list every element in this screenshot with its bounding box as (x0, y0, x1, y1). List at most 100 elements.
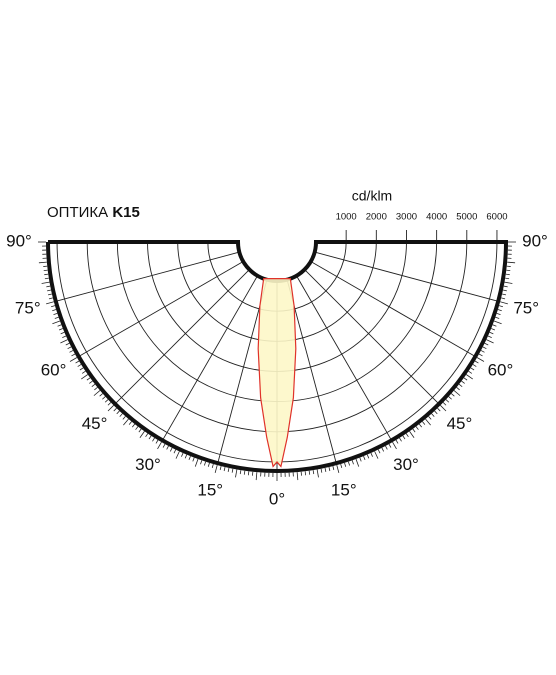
title-bold: K15 (112, 204, 140, 221)
arc-minor-tick (495, 316, 500, 319)
arc-minor-tick (214, 465, 218, 473)
arc-minor-tick (69, 357, 78, 362)
arc-minor-tick (405, 433, 409, 438)
arc-minor-tick (437, 407, 441, 412)
arc-minor-tick (173, 449, 177, 454)
arc-minor-tick (496, 313, 501, 315)
arc-minor-tick (122, 416, 126, 420)
arc-minor-tick (71, 353, 76, 357)
arc-minor-tick (54, 316, 59, 319)
r-tick-label: 4000 (426, 212, 447, 223)
arc-minor-tick (223, 466, 226, 472)
arc-minor-tick (148, 435, 152, 440)
arc-minor-tick (102, 396, 106, 400)
angle-tick-label: 75° (513, 298, 539, 317)
arc-minor-tick (328, 466, 331, 472)
arc-minor-tick (456, 387, 460, 391)
arc-minor-tick (235, 469, 238, 478)
arc-minor-tick (493, 320, 502, 325)
arc-minor-tick (53, 313, 58, 315)
r-tick-label: 6000 (486, 212, 507, 223)
arc-minor-tick (402, 435, 406, 440)
arc-minor-tick (47, 289, 52, 292)
arc-minor-tick (62, 335, 67, 338)
arc-minor-tick (38, 261, 47, 264)
arc-minor-tick (52, 309, 57, 312)
arc-minor-tick (113, 407, 117, 412)
arc-minor-tick (107, 405, 114, 412)
arc-minor-tick (194, 458, 199, 467)
arc-minor-tick (320, 468, 323, 473)
arc-minor-tick (468, 370, 473, 374)
arc-minor-tick (381, 447, 385, 452)
arc-minor-tick (440, 405, 447, 412)
arc-minor-tick (497, 309, 502, 312)
arc-minor-tick (312, 470, 315, 475)
arc-minor-tick (79, 367, 84, 371)
arc-minor-tick (47, 293, 53, 296)
r-tick-label: 1000 (336, 212, 357, 223)
arc-minor-tick (503, 285, 508, 288)
arc-minor-tick (351, 460, 354, 465)
arc-minor-tick (239, 470, 242, 475)
arc-minor-tick (502, 289, 507, 292)
arc-minor-tick (219, 466, 222, 471)
arc-minor-tick (188, 456, 191, 461)
arc-minor-tick (211, 463, 214, 469)
arc-minor-tick (458, 383, 463, 387)
arc-minor-tick (442, 402, 447, 406)
angle-tick-label: 90° (6, 231, 32, 250)
arc-minor-tick (501, 293, 507, 296)
arc-minor-tick (395, 439, 399, 444)
arc-minor-tick (487, 335, 492, 338)
arc-minor-tick (145, 433, 149, 438)
arc-minor-tick (434, 410, 438, 415)
angle-tick-label: 45° (82, 414, 108, 433)
angle-tick-label: 0° (269, 489, 285, 508)
arc-minor-tick (255, 472, 258, 481)
r-tick-label: 5000 (456, 212, 477, 223)
arc-minor-tick (60, 339, 68, 344)
r-tick-label: 2000 (366, 212, 387, 223)
arc-minor-tick (422, 421, 426, 425)
arc-minor-tick (181, 452, 184, 457)
arc-minor-tick (474, 360, 479, 364)
arc-minor-tick (392, 441, 397, 450)
arc-minor-tick (67, 346, 72, 350)
arc-minor-tick (89, 380, 93, 384)
arc-minor-tick (77, 364, 82, 367)
arc-minor-tick (355, 458, 360, 467)
arc-minor-tick (445, 399, 450, 403)
arc-minor-tick (412, 428, 416, 433)
arc-minor-tick (169, 447, 173, 452)
arc-minor-tick (75, 360, 80, 364)
arc-minor-tick (500, 301, 508, 305)
arc-minor-tick (492, 324, 497, 327)
grid-radial (114, 269, 250, 405)
arc-minor-tick (93, 390, 101, 396)
grid-radial (286, 279, 337, 464)
arc-minor-tick (451, 393, 455, 397)
arc-minor-tick (431, 413, 435, 417)
arc-minor-tick (425, 418, 431, 426)
arc-minor-tick (480, 350, 485, 353)
arc-minor-tick (324, 467, 327, 472)
grid-radial (296, 275, 392, 441)
arc-minor-tick (123, 418, 129, 426)
grid-radial (162, 275, 258, 441)
arc-minor-tick (428, 416, 432, 420)
arc-minor-tick (478, 353, 483, 357)
arc-minor-tick (348, 461, 350, 466)
arc-minor-tick (65, 342, 70, 346)
arc-minor-tick (58, 328, 63, 331)
arc-minor-tick (155, 439, 159, 444)
grid-radial (314, 251, 499, 302)
arc-minor-tick (504, 281, 513, 284)
arc-minor-tick (399, 437, 402, 442)
angle-tick-label: 15° (331, 481, 357, 500)
arc-minor-tick (44, 277, 49, 280)
arc-minor-tick (162, 443, 166, 448)
angle-tick-label: 15° (197, 481, 223, 500)
arc-minor-tick (370, 452, 373, 457)
